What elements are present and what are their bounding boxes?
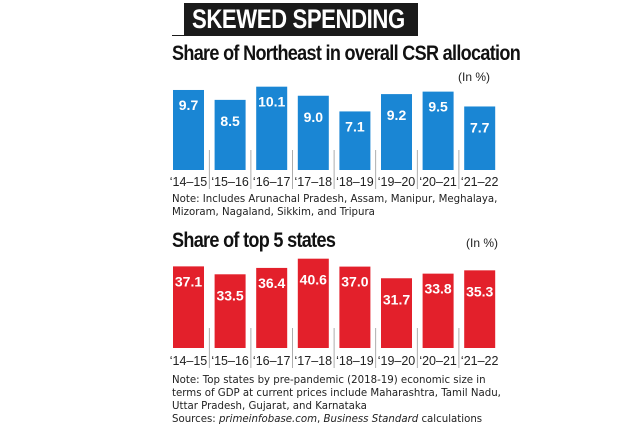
tick-label: ‘20–21 xyxy=(419,175,457,189)
chart2-unit: (In %) xyxy=(466,236,499,250)
source-2: Business Standard xyxy=(323,414,419,425)
source-1: primeinfobase.com xyxy=(218,414,318,425)
banner xyxy=(172,3,418,36)
tick-label: ‘15–16 xyxy=(211,175,249,189)
tick-label: ‘15–16 xyxy=(211,354,249,368)
bar xyxy=(422,273,454,348)
data-label: 40.6 xyxy=(300,272,327,288)
banner-title: SKEWED SPENDING xyxy=(192,4,405,34)
data-label: 10.1 xyxy=(258,94,285,110)
bar xyxy=(297,95,329,170)
bar xyxy=(339,111,371,170)
data-label: 37.1 xyxy=(175,273,202,289)
chart2-svg: 37.1 ‘14–15 33.5 ‘15–16 36.4 ‘16–17 40.6 ‘17–18… xyxy=(170,258,499,368)
tick-label: ‘21–22 xyxy=(461,354,499,368)
bar xyxy=(464,270,496,348)
data-label: 37.0 xyxy=(341,274,368,290)
sources-suffix: calculations xyxy=(418,414,483,425)
data-label: 33.5 xyxy=(216,287,243,303)
data-label: 9.2 xyxy=(387,107,407,123)
sources-prefix: Sources: xyxy=(172,414,219,425)
data-label: 35.3 xyxy=(466,283,493,299)
tick-label: ‘17–18 xyxy=(295,175,333,189)
tick-label: ‘20–21 xyxy=(419,354,457,368)
data-label: 7.1 xyxy=(345,118,365,134)
chart2-note: Note: Top states by pre-pandemic (2018-1… xyxy=(172,375,501,412)
data-label: 9.5 xyxy=(428,99,448,115)
bar xyxy=(173,89,204,170)
bar xyxy=(381,94,412,170)
banner-chevron xyxy=(172,3,184,35)
tick-label: ‘21–22 xyxy=(461,175,499,189)
sources-sep: , xyxy=(317,414,324,425)
bar xyxy=(297,258,329,348)
tick-label: ‘14–15 xyxy=(170,354,208,368)
chart2-title: Share of top 5 states xyxy=(172,229,336,252)
tick-label: ‘17–18 xyxy=(295,354,333,368)
data-label: 33.8 xyxy=(424,281,451,297)
sources: Sources: primeinfobase.com, Business Sta… xyxy=(172,413,502,426)
tick-label: ‘18–19 xyxy=(336,354,374,368)
chart1-title: Share of Northeast in overall CSR alloca… xyxy=(172,42,521,65)
bar xyxy=(339,266,371,348)
bar xyxy=(256,86,288,170)
data-label: 8.5 xyxy=(220,113,240,129)
chart1-note: Note: Includes Arunachal Pradesh, Assam,… xyxy=(172,194,498,218)
chart1-svg: 9.7 ‘14–15 8.5 ‘15–16 10.1 ‘16–17 9.0 ‘17–18 7.1… xyxy=(170,86,499,189)
bar xyxy=(173,266,204,348)
tick-label: ‘16–17 xyxy=(253,175,291,189)
tick-label: ‘14–15 xyxy=(170,175,208,189)
data-label: 9.0 xyxy=(304,109,324,125)
bar xyxy=(381,278,412,348)
data-label: 31.7 xyxy=(383,291,410,307)
bar xyxy=(214,274,246,348)
chart1-unit: (In %) xyxy=(458,70,491,84)
data-label: 36.4 xyxy=(258,275,285,291)
bar xyxy=(422,91,454,170)
tick-label: ‘18–19 xyxy=(336,175,374,189)
data-label: 9.7 xyxy=(179,97,199,113)
bar xyxy=(214,99,246,170)
data-label: 7.7 xyxy=(470,119,490,135)
bar xyxy=(464,106,496,170)
tick-label: ‘19–20 xyxy=(378,175,416,189)
tick-label: ‘19–20 xyxy=(378,354,416,368)
bar xyxy=(256,267,288,348)
tick-label: ‘16–17 xyxy=(253,354,291,368)
